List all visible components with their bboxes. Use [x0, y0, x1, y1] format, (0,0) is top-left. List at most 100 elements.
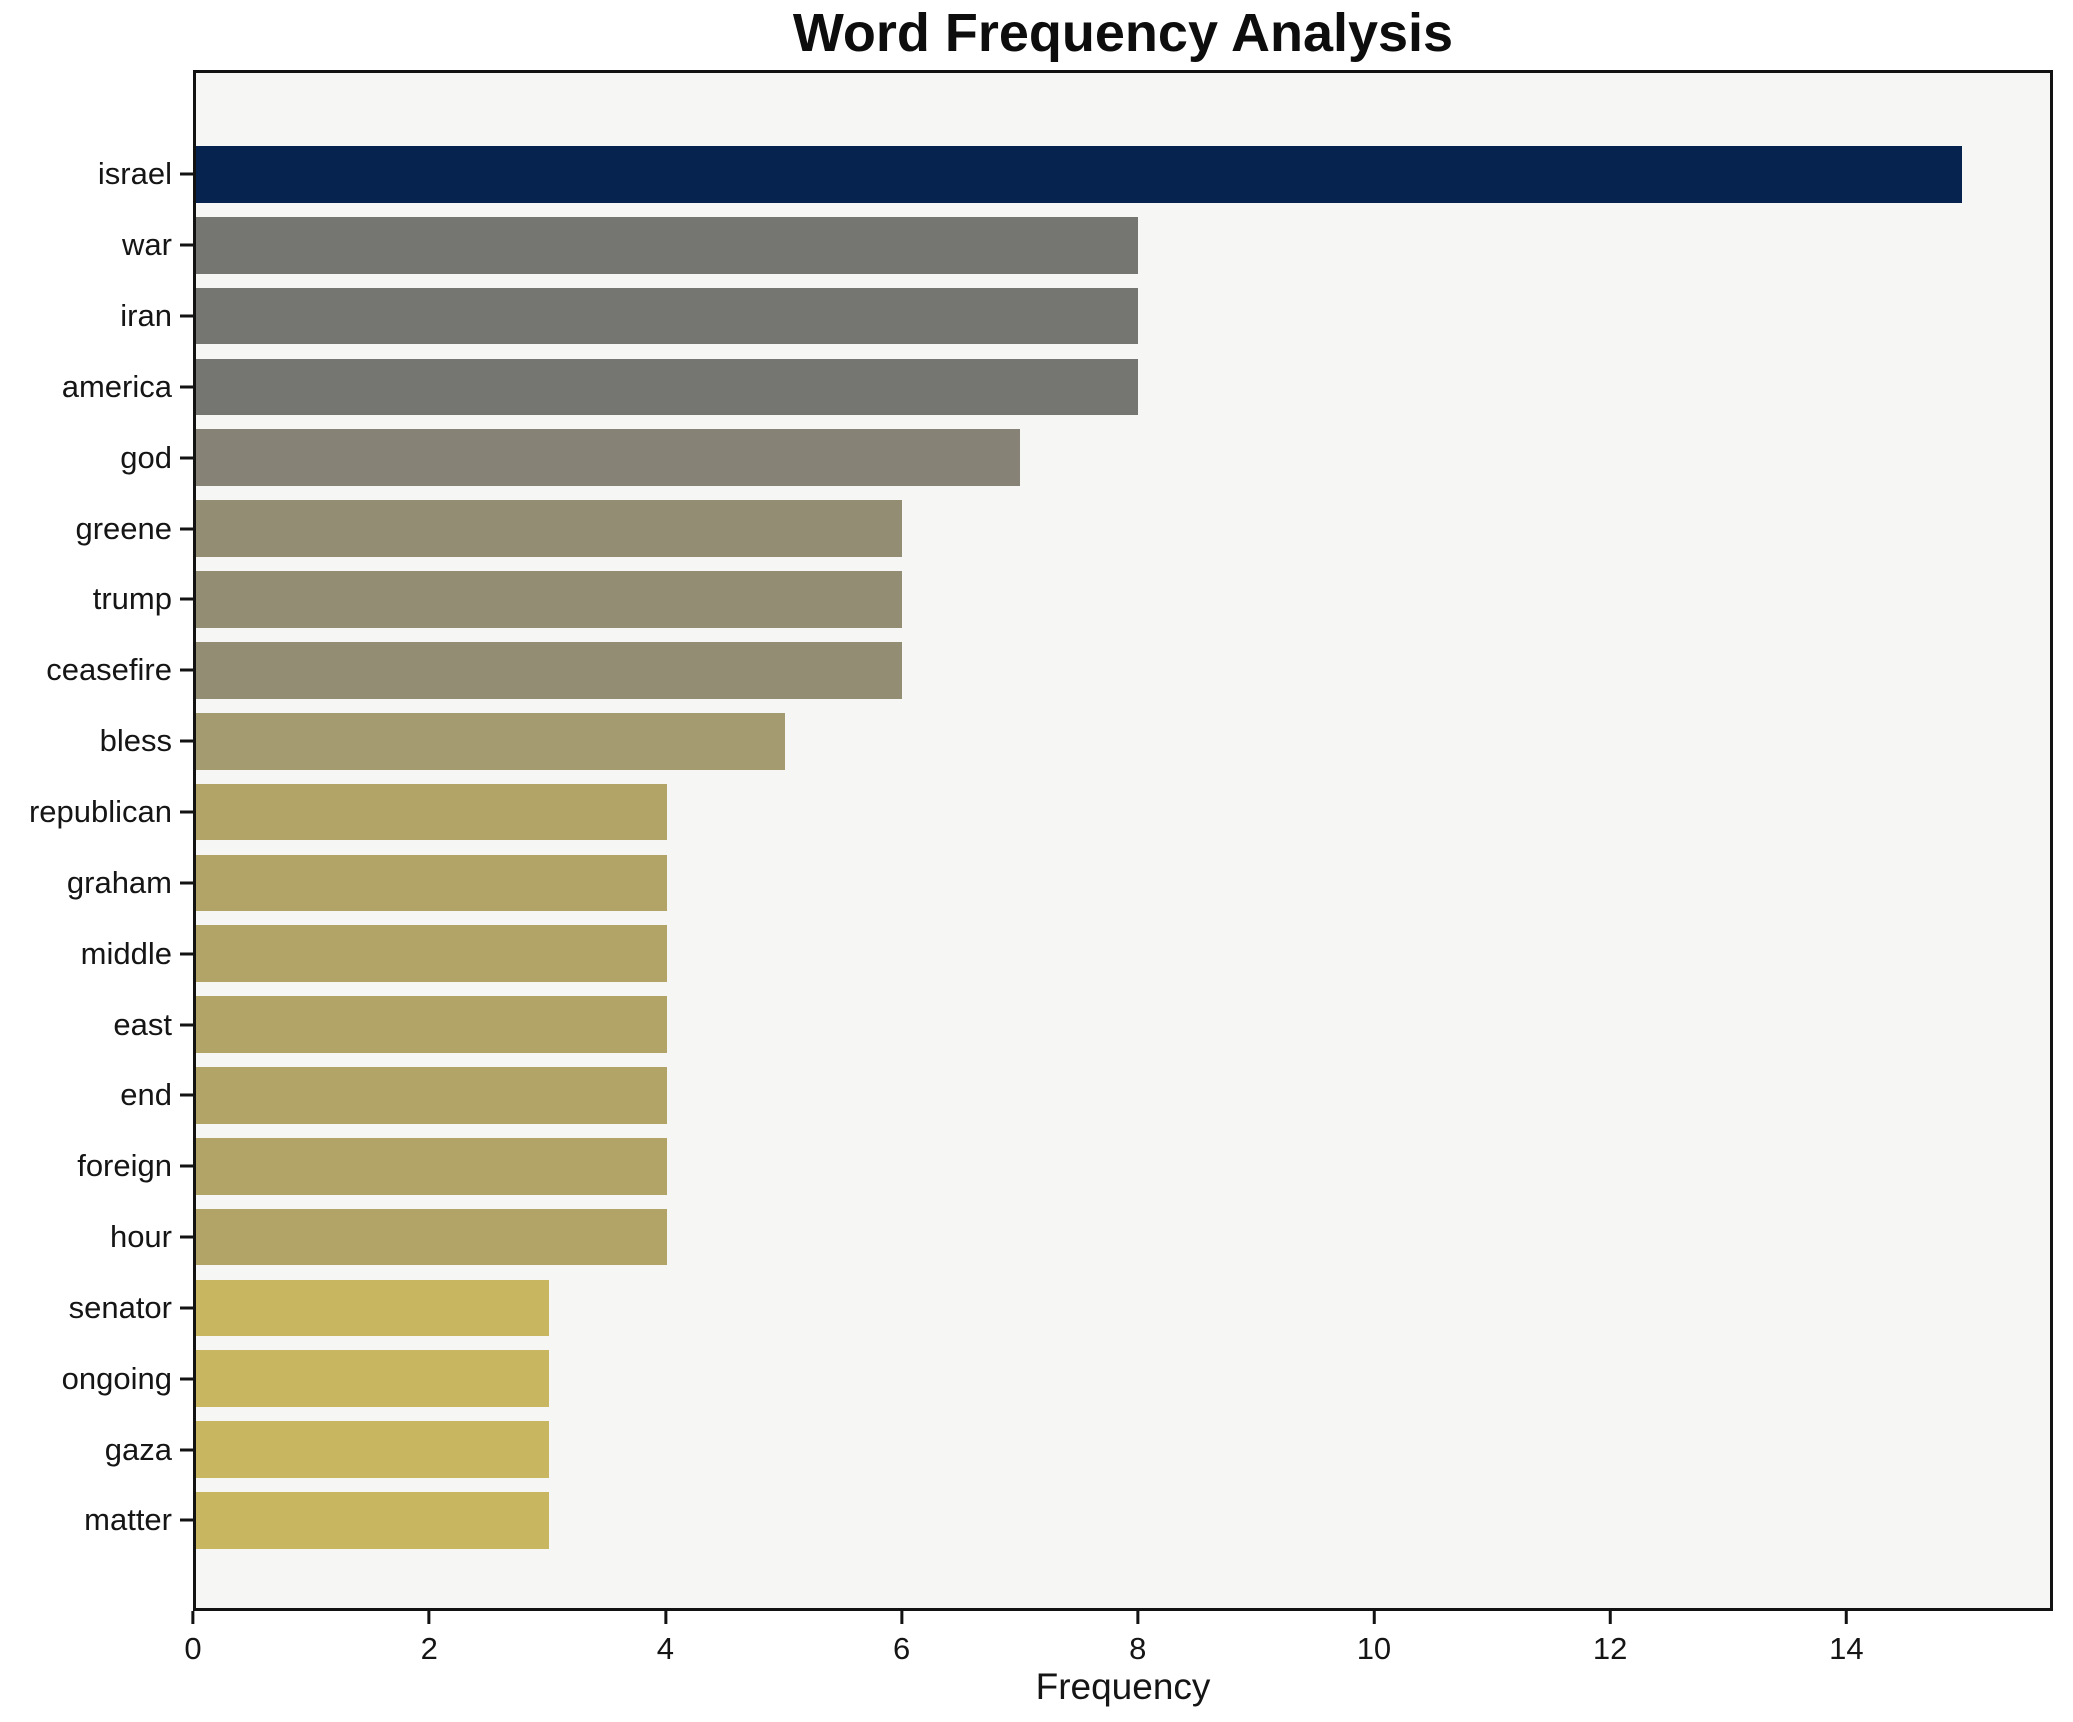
y-axis-label: israel: [97, 156, 172, 192]
bar-row: hour: [110, 1202, 2050, 1273]
y-axis-label: america: [61, 368, 172, 404]
y-axis-label: matter: [84, 1502, 172, 1538]
y-tick: [180, 314, 193, 318]
x-tick: [663, 1611, 667, 1624]
bar: [196, 1492, 550, 1549]
x-tick-group: 14: [1829, 1611, 1864, 1667]
y-axis-label: end: [120, 1077, 172, 1113]
x-tick-group: 10: [1357, 1611, 1391, 1667]
x-tick: [1608, 1611, 1612, 1624]
x-tick-label: 14: [1829, 1631, 1864, 1666]
x-tick-label: 2: [420, 1631, 438, 1666]
bar: [196, 1208, 667, 1266]
y-axis-label: war: [122, 227, 172, 263]
x-tick: [1372, 1611, 1376, 1624]
y-tick: [180, 1093, 193, 1097]
y-axis-label: east: [113, 1006, 172, 1042]
bar: [196, 358, 1138, 416]
x-tick-label: 8: [1129, 1631, 1147, 1666]
bar: [196, 712, 785, 770]
x-tick-group: 2: [421, 1611, 438, 1667]
bar-row: matter: [84, 1485, 2050, 1556]
bar-row: god: [120, 422, 2050, 493]
y-axis-label: middle: [80, 935, 172, 971]
x-tick: [427, 1611, 431, 1624]
y-axis-label: iran: [120, 298, 172, 334]
bar-row: gaza: [105, 1414, 2050, 1485]
y-axis-label: gaza: [104, 1431, 172, 1467]
y-tick: [180, 597, 193, 601]
bar: [196, 925, 667, 983]
bar: [196, 783, 667, 841]
y-tick: [180, 1448, 193, 1452]
x-tick-label: 4: [656, 1631, 674, 1666]
bar: [196, 1137, 667, 1195]
x-tick-group: 6: [893, 1611, 910, 1667]
y-tick: [180, 1306, 193, 1310]
plot-area: israel war iran america god greene trump…: [29, 70, 2053, 1611]
x-tick: [900, 1611, 904, 1624]
x-tick-group: 4: [657, 1611, 674, 1667]
bar-row: graham: [67, 847, 2050, 918]
bar: [196, 1421, 550, 1478]
bars-container: israel war iran america god greene trump…: [29, 73, 2050, 1608]
bar: [196, 641, 903, 699]
bar: [196, 996, 667, 1053]
y-axis-label: god: [120, 439, 172, 475]
bar: [196, 216, 1138, 274]
bar-row: east: [113, 989, 2050, 1060]
bar: [196, 571, 903, 628]
bar-row: bless: [100, 706, 2050, 777]
bar-row: iran: [120, 281, 2050, 352]
bar: [196, 500, 903, 557]
y-axis-label: foreign: [77, 1148, 172, 1184]
bar-row: foreign: [77, 1131, 2050, 1202]
bar: [196, 146, 1962, 203]
x-tick: [191, 1611, 195, 1624]
y-tick: [180, 172, 193, 176]
y-axis-label: senator: [68, 1289, 172, 1325]
y-axis-label: trump: [92, 581, 172, 617]
x-tick: [1844, 1611, 1848, 1624]
bar: [196, 854, 667, 912]
x-tick-label: 6: [892, 1631, 911, 1666]
bar-row: israel: [98, 139, 2050, 210]
x-axis-label: Frequency: [1035, 1666, 1211, 1707]
bar: [196, 287, 1138, 345]
bar: [196, 1067, 667, 1124]
y-tick: [180, 527, 193, 531]
bar-row: middle: [81, 918, 2050, 989]
bar: [196, 429, 1020, 487]
y-tick: [180, 1164, 193, 1168]
y-axis-label: bless: [99, 723, 172, 759]
y-tick: [180, 881, 193, 885]
x-tick: [1136, 1611, 1140, 1624]
x-tick-label: 12: [1592, 1631, 1628, 1666]
y-axis-label: graham: [66, 864, 172, 900]
bar-row: end: [120, 1060, 2050, 1131]
bar-row: america: [62, 352, 2050, 423]
bar-row: republican: [29, 777, 2050, 848]
y-tick: [180, 1518, 193, 1522]
bar-row: senator: [69, 1273, 2050, 1344]
bar-row: ceasefire: [46, 635, 2050, 706]
bar-row: ongoing: [62, 1343, 2050, 1414]
bar-row: greene: [75, 493, 2050, 564]
y-tick: [180, 243, 193, 247]
y-tick: [180, 952, 193, 956]
bar: [196, 1350, 550, 1408]
y-tick: [180, 668, 193, 672]
chart-title: Word Frequency Analysis: [792, 3, 1454, 63]
y-tick: [180, 1377, 193, 1381]
x-tick-label: 10: [1356, 1631, 1392, 1666]
y-axis-label: hour: [109, 1219, 172, 1255]
y-axis-label: greene: [75, 510, 172, 546]
bar-row: war: [122, 210, 2050, 281]
y-tick: [180, 1023, 193, 1027]
y-axis-label: ceasefire: [46, 652, 172, 688]
y-tick: [180, 385, 193, 389]
x-tick-label: 0: [184, 1631, 202, 1666]
y-tick: [180, 810, 193, 814]
y-axis-label: ongoing: [61, 1360, 172, 1396]
